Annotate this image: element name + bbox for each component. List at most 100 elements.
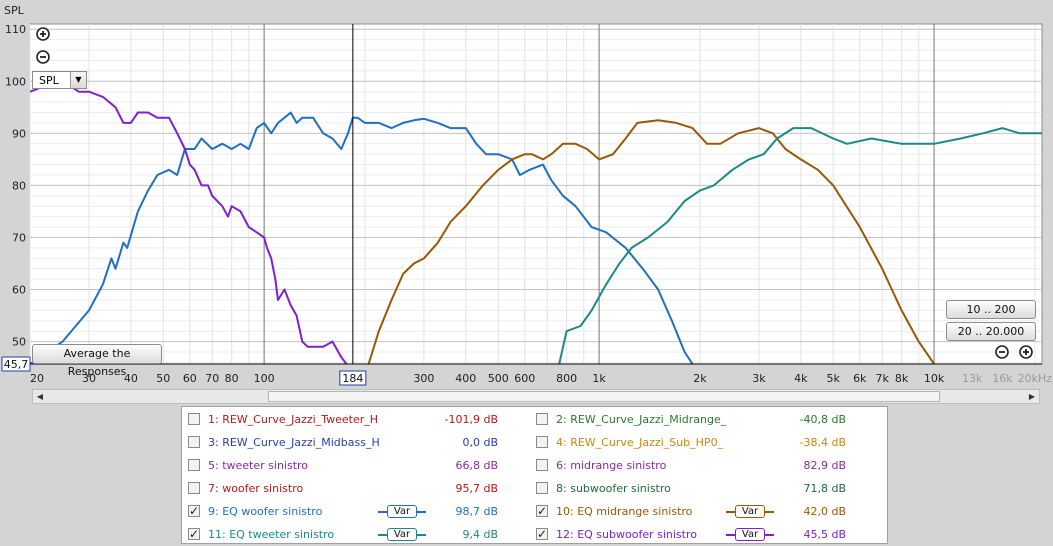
- range-10-200-button[interactable]: 10 .. 200: [946, 300, 1036, 319]
- legend-item[interactable]: 2: REW_Curve_Jazzi_Midrange_ -40,8 dB: [536, 409, 876, 431]
- legend-item[interactable]: ✓ 11: EQ tweeter sinistro Var 9,4 dB: [188, 524, 528, 546]
- legend-item-value: -40,8 dB: [799, 413, 847, 426]
- legend-item[interactable]: ✓ 12: EQ subwoofer sinistro Var 45,5 dB: [536, 524, 876, 546]
- cursor-y-readout-box: [1, 356, 31, 372]
- legend-checkbox[interactable]: ✓: [188, 504, 200, 518]
- series-group: [30, 80, 1042, 364]
- legend-item-value: 71,8 dB: [803, 482, 846, 495]
- legend-item-number: 6:: [556, 459, 567, 472]
- x-tick-label: 2k: [693, 372, 707, 385]
- legend-item-value: 98,7 dB: [455, 505, 498, 518]
- legend-checkbox[interactable]: ✓: [536, 527, 548, 541]
- x-tick-label: 4k: [794, 372, 808, 385]
- horizontal-scrollbar[interactable]: ◀ ▶: [32, 389, 1040, 404]
- legend-checkbox[interactable]: [536, 436, 548, 448]
- legend-item-number: 5:: [208, 459, 219, 472]
- x-tick-label: 30: [82, 372, 96, 385]
- legend-item-number: 9:: [208, 505, 219, 518]
- legend-item-name: EQ subwoofer sinistro: [573, 528, 697, 541]
- legend-item[interactable]: 6: midrange sinistro 82,9 dB: [536, 455, 876, 477]
- legend-item[interactable]: 4: REW_Curve_Jazzi_Sub_HP0_ -38,4 dB: [536, 432, 876, 454]
- legend-item-number: 1:: [208, 413, 219, 426]
- y-tick-label: 50: [12, 336, 26, 349]
- chart-canvas[interactable]: 110 100 90 80 70 60 50 SPL 20 30 40 50 60 70 80 100 300 4…: [0, 0, 1053, 390]
- x-tick-label: 500: [488, 372, 509, 385]
- legend-item-label: 7: woofer sinistro: [208, 478, 303, 500]
- y-tick-label: 110: [5, 23, 26, 36]
- chevron-down-icon[interactable]: ▼: [70, 72, 86, 88]
- legend-item-number: 12:: [556, 528, 574, 541]
- legend-panel: 1: REW_Curve_Jazzi_Tweeter_H -101,9 dB 2: …: [181, 406, 888, 544]
- legend-item-label: 5: tweeter sinistro: [208, 455, 308, 477]
- x-zoom-out-icon[interactable]: [995, 345, 1009, 359]
- scroll-right-arrow-icon[interactable]: ▶: [1028, 392, 1036, 401]
- scroll-left-arrow-icon[interactable]: ◀: [36, 392, 44, 401]
- legend-item-value: 45,5 dB: [803, 528, 846, 541]
- y-tick-label: 80: [12, 179, 26, 192]
- legend-item-name: EQ woofer sinistro: [218, 505, 323, 518]
- zoom-out-icon[interactable]: [36, 50, 50, 64]
- y-tick-label: 70: [12, 231, 26, 244]
- legend-checkbox[interactable]: [188, 482, 200, 494]
- cursor-x-readout-box: [339, 370, 367, 386]
- scroll-thumb[interactable]: [268, 391, 940, 402]
- x-tick-label: 800: [556, 372, 577, 385]
- legend-item[interactable]: 1: REW_Curve_Jazzi_Tweeter_H -101,9 dB: [188, 409, 528, 431]
- average-responses-button[interactable]: Average the Responses: [32, 344, 162, 378]
- legend-checkbox[interactable]: [188, 436, 200, 448]
- legend-checkbox[interactable]: [536, 459, 548, 471]
- legend-item-name: midrange sinistro: [566, 459, 667, 472]
- legend-checkbox[interactable]: [188, 413, 200, 425]
- frequency-response-chart[interactable]: 110 100 90 80 70 60 50 SPL 20 30 40 50 60 70 80 100 300 4…: [0, 0, 1053, 390]
- var-button[interactable]: Var: [387, 528, 417, 541]
- x-tick-label: 50: [156, 372, 170, 385]
- legend-checkbox[interactable]: ✓: [188, 527, 200, 541]
- legend-item-name: REW_Curve_Jazzi_Midbass_H: [218, 436, 380, 449]
- legend-item-label: 12: EQ subwoofer sinistro: [556, 524, 697, 546]
- legend-item-value: 66,8 dB: [455, 459, 498, 472]
- legend-item-number: 2:: [556, 413, 567, 426]
- plot-type-select[interactable]: SPL ▼: [32, 71, 87, 89]
- legend-item-value: 9,4 dB: [462, 528, 498, 541]
- series-line: [30, 80, 348, 364]
- legend-item-name: EQ midrange sinistro: [573, 505, 693, 518]
- x-tick-label: 8k: [895, 372, 909, 385]
- range-20-20000-button[interactable]: 20 .. 20.000: [946, 322, 1036, 341]
- legend-item[interactable]: ✓ 9: EQ woofer sinistro Var 98,7 dB: [188, 501, 528, 523]
- legend-item[interactable]: ✓ 10: EQ midrange sinistro Var 42,0 dB: [536, 501, 876, 523]
- var-button[interactable]: Var: [735, 528, 765, 541]
- legend-item-label: 1: REW_Curve_Jazzi_Tweeter_H: [208, 409, 378, 431]
- legend-item[interactable]: 8: subwoofer sinistro 71,8 dB: [536, 478, 876, 500]
- series-line: [30, 111, 694, 364]
- legend-item-name: REW_Curve_Jazzi_Sub_HP0_: [566, 436, 724, 449]
- x-tick-label: 20: [30, 372, 44, 385]
- x-tick-label: 40: [124, 372, 138, 385]
- series-line: [367, 119, 935, 364]
- x-axis-labels: 20 30 40 50 60 70 80 100 300 400 500 600 800 1k 2k 3k 4k…: [30, 372, 1052, 385]
- x-tick-label: 5k: [827, 372, 841, 385]
- legend-item-number: 11:: [208, 528, 226, 541]
- legend-checkbox[interactable]: [188, 459, 200, 471]
- zoom-in-icon[interactable]: [36, 27, 50, 41]
- legend-item-name: REW_Curve_Jazzi_Tweeter_H: [218, 413, 379, 426]
- legend-item-number: 4:: [556, 436, 567, 449]
- x-zoom-in-icon[interactable]: [1019, 345, 1033, 359]
- legend-item[interactable]: 5: tweeter sinistro 66,8 dB: [188, 455, 528, 477]
- x-tick-label: 13k: [962, 372, 983, 385]
- legend-checkbox[interactable]: ✓: [536, 504, 548, 518]
- legend-item-label: 10: EQ midrange sinistro: [556, 501, 692, 523]
- legend-item-number: 7:: [208, 482, 219, 495]
- x-tick-label: 16k: [992, 372, 1013, 385]
- legend-checkbox[interactable]: [536, 413, 548, 425]
- var-button[interactable]: Var: [387, 505, 417, 518]
- plot-area: [29, 23, 1043, 365]
- x-tick-label: 60: [183, 372, 197, 385]
- legend-checkbox[interactable]: [536, 482, 548, 494]
- var-button[interactable]: Var: [735, 505, 765, 518]
- legend-item-label: 2: REW_Curve_Jazzi_Midrange_: [556, 409, 726, 431]
- x-tick-label: 6k: [853, 372, 867, 385]
- legend-item[interactable]: 7: woofer sinistro 95,7 dB: [188, 478, 528, 500]
- x-tick-label: 300: [413, 372, 434, 385]
- legend-item-value: 0,0 dB: [462, 436, 498, 449]
- legend-item[interactable]: 3: REW_Curve_Jazzi_Midbass_H 0,0 dB: [188, 432, 528, 454]
